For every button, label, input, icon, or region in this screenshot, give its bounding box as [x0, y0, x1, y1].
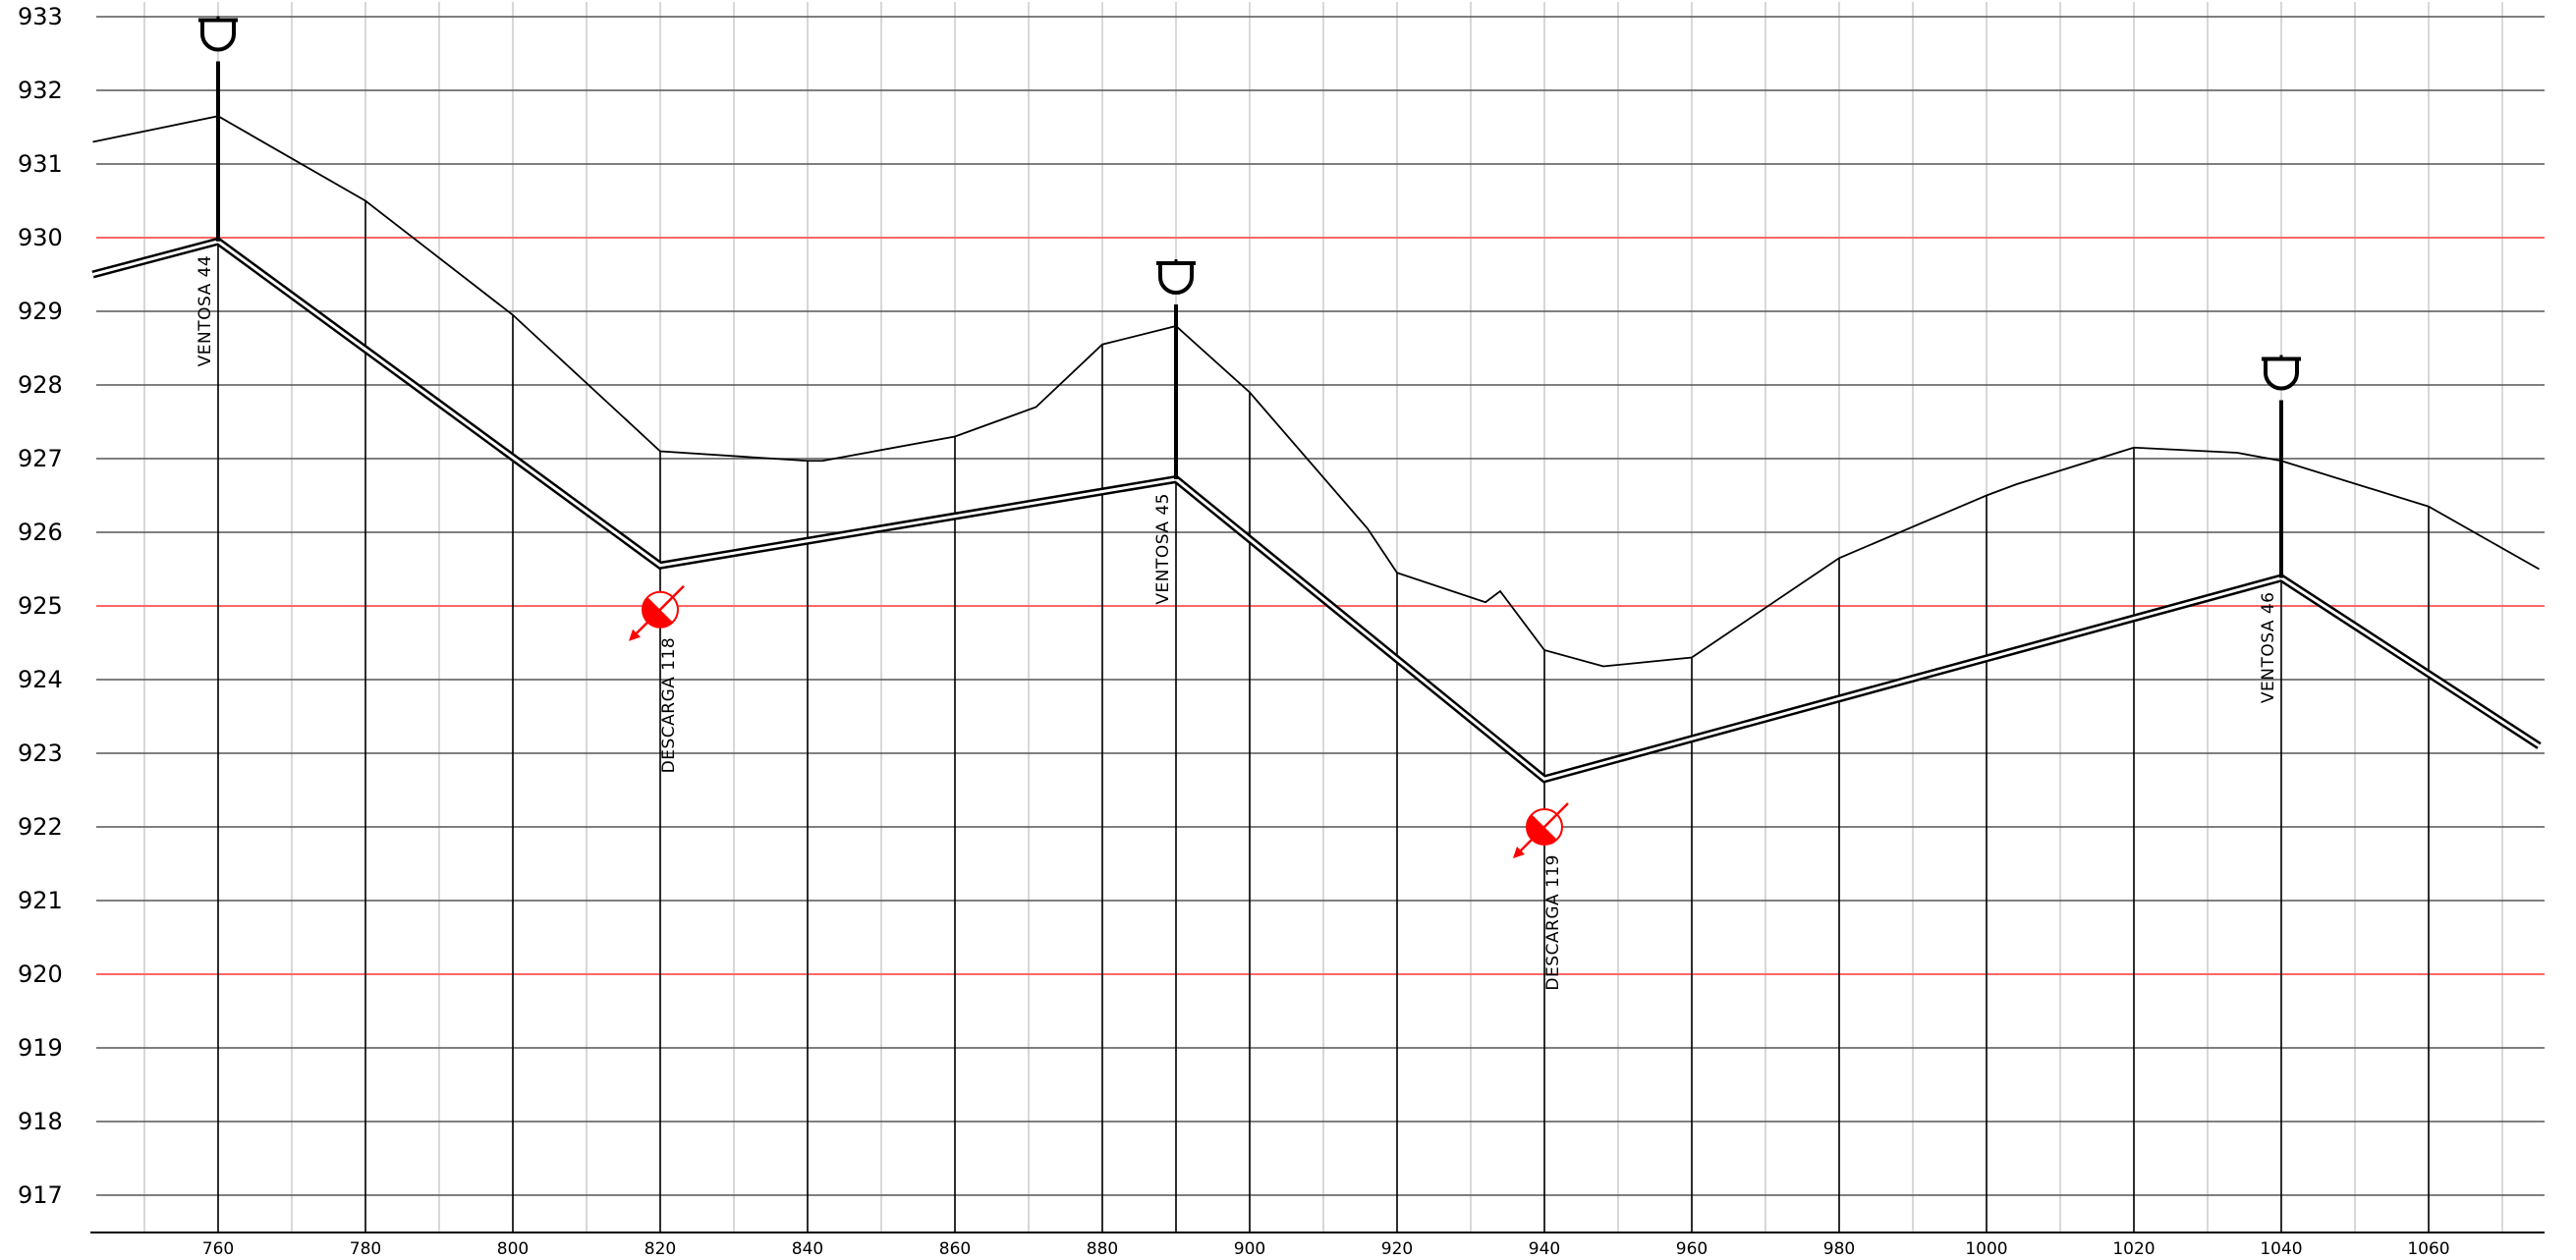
drain-arrowhead [629, 629, 641, 641]
y-tick-label: 927 [18, 445, 63, 472]
air-valve-label: VENTOSA 45 [1153, 493, 1173, 605]
x-tick-label: 920 [1381, 1239, 1413, 1259]
ground-line [92, 115, 2540, 668]
air-valve-icon [200, 20, 236, 52]
x-tick-label: 1060 [2407, 1239, 2449, 1259]
drain-arrowhead [1513, 847, 1525, 858]
air-valve-label: VENTOSA 46 [2259, 592, 2278, 704]
y-tick-label: 929 [18, 298, 63, 325]
drain-valve-arrow [630, 584, 685, 640]
air-valve-label: VENTOSA 44 [196, 255, 215, 367]
y-tick-label: 917 [18, 1181, 63, 1209]
y-tick-label: 931 [18, 150, 63, 178]
y-tick-label: 923 [18, 740, 63, 767]
annotations: VENTOSA 44 VENTOSA 45 VENTOSA 46 DESCARGA 1… [196, 255, 2278, 991]
y-tick-label: 919 [18, 1034, 63, 1062]
x-tick-label: 1000 [1965, 1239, 2007, 1259]
x-tick-label: 860 [939, 1239, 971, 1259]
station-lines [217, 116, 2430, 1233]
y-tick-label: 933 [18, 3, 63, 30]
x-tick-label: 940 [1529, 1239, 1560, 1259]
x-tick-label: 960 [1676, 1239, 1708, 1259]
air-valves [198, 16, 2301, 578]
major-gridlines [90, 16, 2545, 1233]
x-tick-label: 1040 [2260, 1239, 2302, 1259]
air-valve-icon [1158, 263, 1194, 295]
y-tick-label: 932 [18, 77, 63, 104]
air-valve-icon [2264, 358, 2299, 391]
x-tick-label: 880 [1087, 1239, 1118, 1259]
x-axis-tick-labels: 760 780 800 820 840 860 880 900 920 940 960 980 1000… [202, 1239, 2450, 1259]
ground-profile [92, 115, 2540, 668]
x-tick-label: 840 [792, 1239, 823, 1259]
x-tick-label: 900 [1234, 1239, 1265, 1259]
y-axis-tick-labels: 917 918 919 920 921 922 923 924 925 926 927 928 929 9… [18, 3, 63, 1209]
y-tick-label: 922 [18, 813, 63, 841]
y-tick-label: 924 [18, 666, 63, 693]
y-tick-label: 918 [18, 1108, 63, 1135]
x-tick-label: 820 [644, 1239, 676, 1259]
x-tick-label: 760 [202, 1239, 234, 1259]
drain-label: DESCARGA 118 [659, 637, 679, 774]
drain-valve-arrow [1514, 802, 1569, 857]
x-tick-label: 1020 [2112, 1239, 2155, 1259]
x-tick-label: 780 [350, 1239, 381, 1259]
y-tick-label: 925 [18, 592, 63, 620]
y-tick-label: 928 [18, 371, 63, 399]
y-tick-label: 921 [18, 887, 63, 914]
y-tick-label: 930 [18, 224, 63, 251]
drain-label: DESCARGA 119 [1543, 854, 1563, 991]
y-tick-label: 926 [18, 519, 63, 546]
x-tick-label: 800 [497, 1239, 529, 1259]
x-tick-label: 980 [1823, 1239, 1855, 1259]
drain-valves [629, 584, 1569, 858]
y-tick-label: 920 [18, 960, 63, 988]
